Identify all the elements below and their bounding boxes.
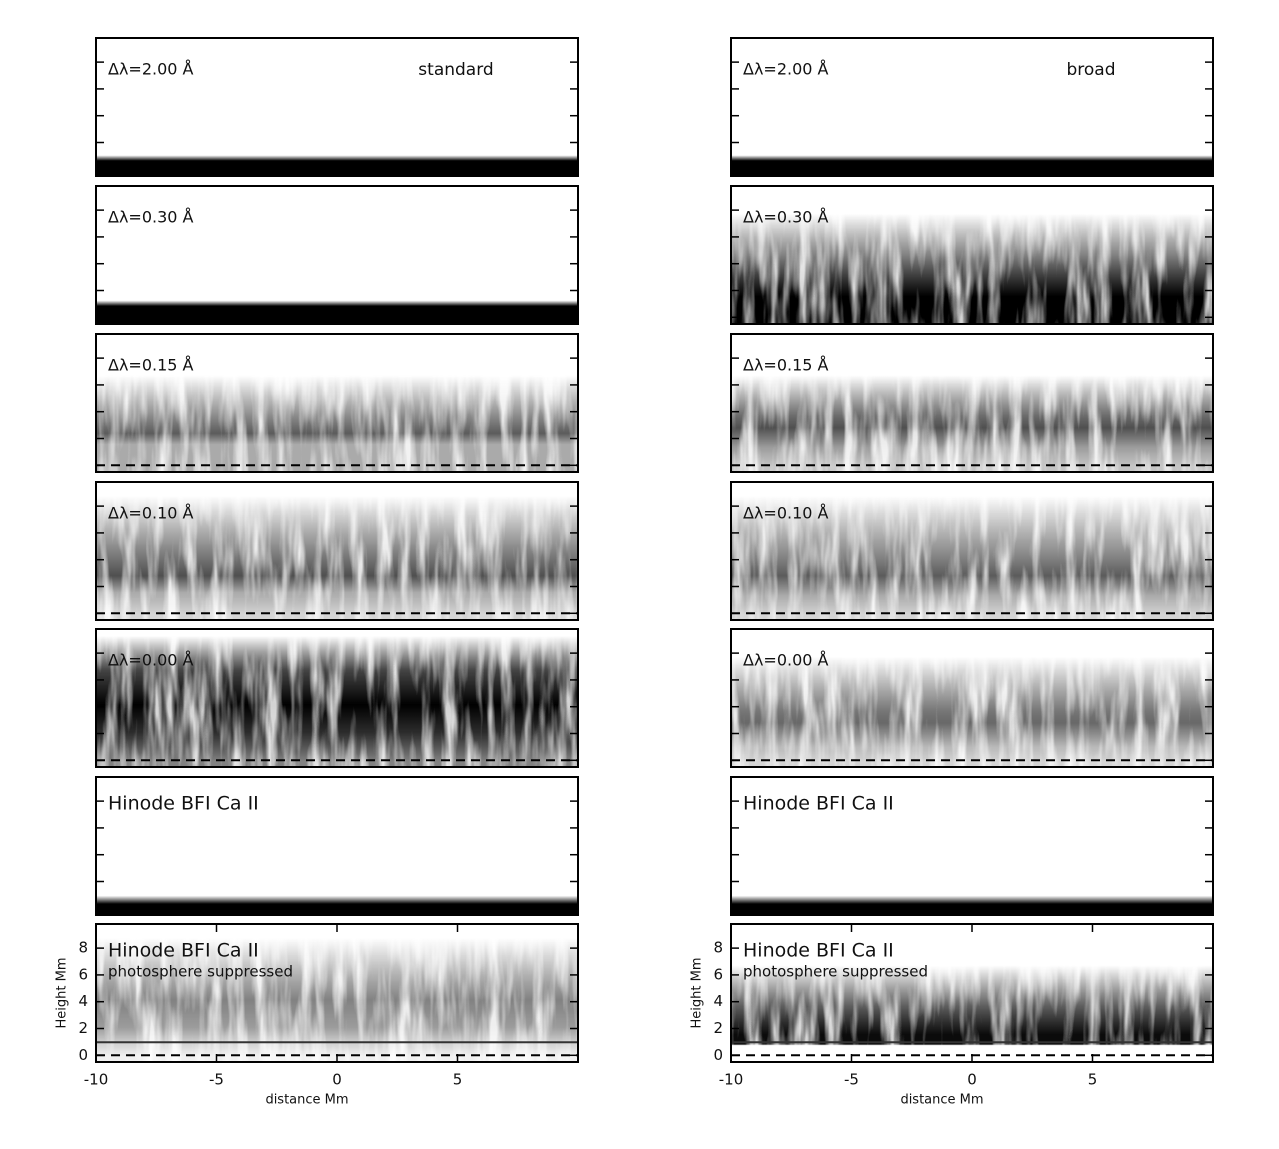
intensity-image <box>731 482 1213 620</box>
panel-label: Δλ=2.00 Å <box>743 60 829 79</box>
intensity-image <box>96 186 578 324</box>
intensity-image <box>96 482 578 620</box>
panel-label: Hinode BFI Ca II <box>108 940 259 962</box>
y-tick-label: 4 <box>78 992 88 1010</box>
panel-frame <box>730 776 1214 916</box>
intensity-image <box>731 924 1213 1062</box>
x-tick-label: -10 <box>719 1071 744 1089</box>
panel-frame <box>730 628 1214 768</box>
panel-label: Hinode BFI Ca II <box>743 793 894 815</box>
intensity-image <box>731 334 1213 472</box>
intensity-image <box>96 629 578 767</box>
panel-label: Δλ=0.30 Å <box>743 208 829 227</box>
x-tick-label: -5 <box>209 1071 224 1089</box>
panel-label: Δλ=0.15 Å <box>108 356 194 375</box>
intensity-image <box>731 777 1213 915</box>
panel-frame <box>95 628 579 768</box>
y-axis-label: Height Mm <box>690 958 705 1029</box>
y-tick-label: 0 <box>713 1046 723 1064</box>
panel-frame <box>95 37 579 177</box>
panel-label: Δλ=0.15 Å <box>743 356 829 375</box>
panel-frame <box>95 776 579 916</box>
x-tick-label: -5 <box>844 1071 859 1089</box>
panel-label: Δλ=2.00 Å <box>108 60 194 79</box>
x-tick-label: 0 <box>967 1071 977 1089</box>
panel-frame <box>730 185 1214 325</box>
panel-label: Δλ=0.00 Å <box>743 651 829 670</box>
x-tick-label: 5 <box>1088 1071 1098 1089</box>
intensity-image <box>731 38 1213 176</box>
x-axis-label: distance Mm <box>265 1093 348 1108</box>
intensity-image <box>96 38 578 176</box>
y-axis-label: Height Mm <box>55 958 70 1029</box>
column-label: standard <box>418 60 493 80</box>
x-tick-label: 0 <box>332 1071 342 1089</box>
panel-frame <box>95 185 579 325</box>
panel-frame <box>730 333 1214 473</box>
column-label: broad <box>1066 60 1115 80</box>
intensity-image <box>96 777 578 915</box>
y-tick-label: 6 <box>713 965 723 983</box>
y-tick-label: 6 <box>78 965 88 983</box>
panel-label: Hinode BFI Ca II <box>108 793 259 815</box>
x-tick-label: 5 <box>453 1071 463 1089</box>
y-tick-label: 0 <box>78 1046 88 1064</box>
intensity-image <box>731 629 1213 767</box>
intensity-image <box>96 334 578 472</box>
x-axis-label: distance Mm <box>900 1093 983 1108</box>
intensity-image <box>731 186 1213 324</box>
panel-label: Δλ=0.10 Å <box>108 504 194 523</box>
y-tick-label: 2 <box>78 1019 88 1037</box>
y-tick-label: 4 <box>713 992 723 1010</box>
panel-label: Δλ=0.10 Å <box>743 504 829 523</box>
panel-sublabel: photosphere suppressed <box>743 963 928 981</box>
panel-frame <box>730 481 1214 621</box>
intensity-image <box>96 924 578 1062</box>
panel-label: Hinode BFI Ca II <box>743 940 894 962</box>
panel-label: Δλ=0.00 Å <box>108 651 194 670</box>
panel-frame <box>730 37 1214 177</box>
x-tick-label: -10 <box>84 1071 109 1089</box>
y-tick-label: 8 <box>78 939 88 957</box>
y-tick-label: 2 <box>713 1019 723 1037</box>
panel-frame <box>95 333 579 473</box>
panel-sublabel: photosphere suppressed <box>108 963 293 981</box>
y-tick-label: 8 <box>713 939 723 957</box>
panel-frame <box>95 481 579 621</box>
panel-label: Δλ=0.30 Å <box>108 208 194 227</box>
